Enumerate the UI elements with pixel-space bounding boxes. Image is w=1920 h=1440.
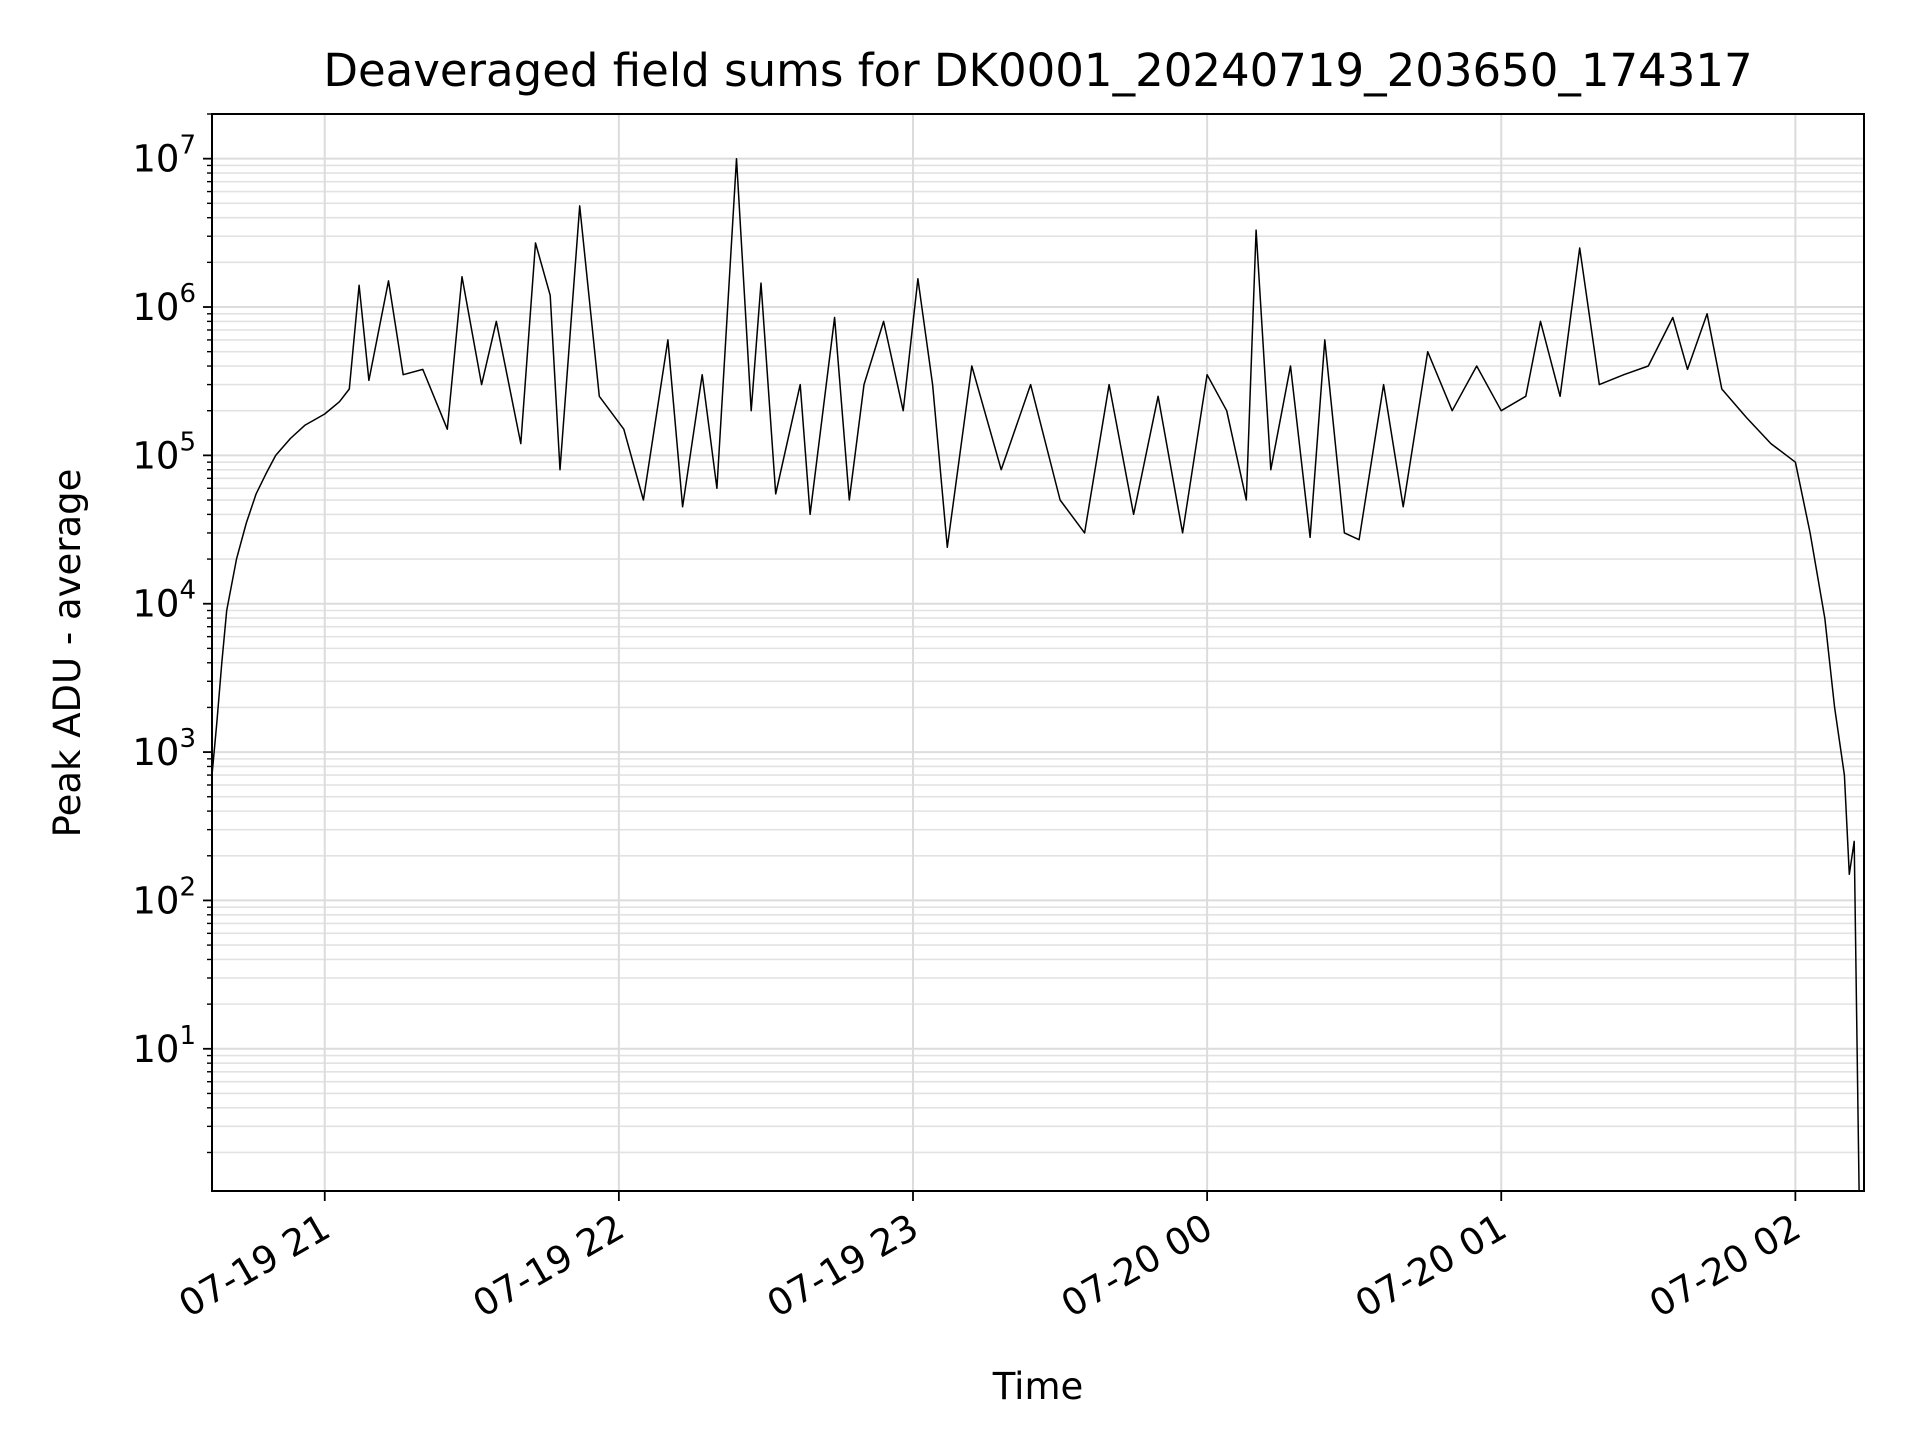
y-tick-label: 107: [132, 131, 196, 181]
y-tick-label: 104: [132, 576, 196, 626]
y-axis: 101 102 103 104 105 106 107: [132, 113, 212, 1154]
y-tick-label: 103: [132, 724, 196, 774]
y-tick-label: 106: [132, 279, 196, 329]
series-line: [211, 157, 1860, 1192]
plot-frame: [211, 113, 1865, 1192]
chart-title: Deaveraged field sums for DK0001_2024071…: [323, 44, 1752, 97]
x-axis-label: Time: [992, 1365, 1084, 1408]
plot-area: [211, 113, 1864, 1192]
y-tick-label: 101: [132, 1021, 196, 1071]
y-tick-label: 102: [132, 872, 196, 922]
y-axis-label: Peak ADU - average: [46, 469, 89, 838]
y-tick-label: 105: [132, 427, 196, 477]
